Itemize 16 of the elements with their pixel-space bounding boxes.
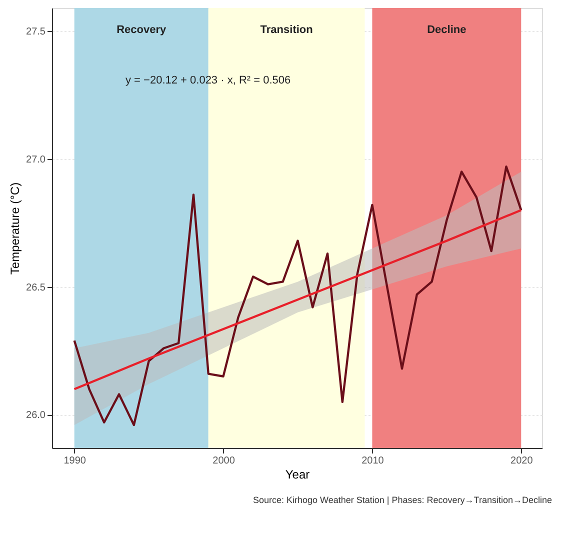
x-tick-label: 2000 (212, 456, 236, 466)
y-tick-label: 26.5 (26, 282, 46, 294)
x-tick-label: 1990 (64, 456, 86, 466)
band-label: Decline (427, 24, 466, 36)
line-series (73, 208, 522, 390)
y-tick-label: 27.5 (26, 26, 46, 38)
x-tick-label: 2010 (362, 456, 384, 466)
source-note: Source: Kirhogo Weather Station | Phases: Recovery→Transition→Decline (253, 495, 552, 505)
x-axis-title: Year (285, 468, 310, 482)
y-tick-label: 27.0 (26, 154, 46, 166)
band-label: Recovery (116, 24, 168, 36)
annotation: y = −20.12 + 0.023 · x, R² = 0.506 (126, 74, 291, 87)
y-tick-label: 26.0 (26, 410, 46, 422)
band-label: Transition (260, 24, 314, 36)
y-axis-title: Temperature (°C) (8, 182, 22, 275)
x-tick-label: 2020 (510, 456, 534, 466)
